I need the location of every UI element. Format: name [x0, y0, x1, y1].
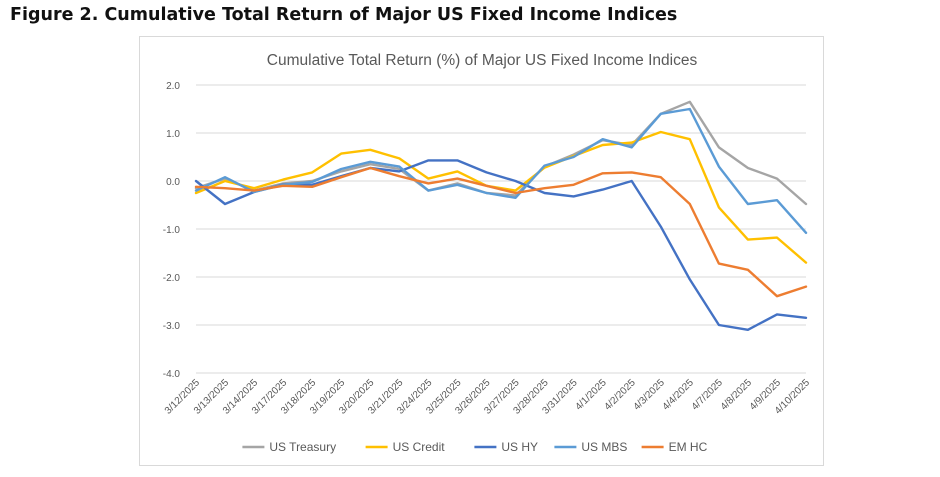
legend-item: US MBS: [554, 440, 627, 454]
series-line-us-mbs: [194, 107, 808, 235]
y-tick-label: 2.0: [166, 81, 180, 92]
legend-label: EM HC: [669, 440, 708, 454]
legend-item: US HY: [474, 440, 538, 454]
legend-item: US Treasury: [242, 440, 336, 454]
y-tick-label: 0.0: [166, 177, 180, 188]
y-tick-label: -4.0: [163, 369, 181, 380]
legend-label: US Credit: [393, 440, 446, 454]
line-chart: Cumulative Total Return (%) of Major US …: [163, 52, 813, 454]
legend-item: US Credit: [365, 440, 446, 454]
y-tick-label: -3.0: [163, 321, 181, 332]
legend-label: US Treasury: [269, 440, 336, 454]
series-line-us-credit: [194, 130, 808, 264]
legend-label: US MBS: [581, 440, 627, 454]
chart-frame: Cumulative Total Return (%) of Major US …: [139, 36, 824, 466]
chart-title: Cumulative Total Return (%) of Major US …: [267, 52, 698, 69]
legend: US Treasury US Credit US HY US MBS EM HC: [242, 440, 708, 454]
legend-item: EM HC: [641, 440, 708, 454]
y-tick-label: 1.0: [166, 129, 180, 140]
figure-title: Figure 2. Cumulative Total Return of Maj…: [10, 5, 678, 25]
gridlines: [196, 84, 806, 374]
legend-label: US HY: [501, 440, 538, 454]
series-line-em-hc: [194, 166, 808, 298]
y-tick-label: -1.0: [163, 225, 181, 236]
axes: 2.01.00.0-1.0-2.0-3.0-4.03/12/20253/13/2…: [163, 81, 813, 417]
series-lines: [194, 100, 808, 331]
y-tick-label: -2.0: [163, 273, 181, 284]
